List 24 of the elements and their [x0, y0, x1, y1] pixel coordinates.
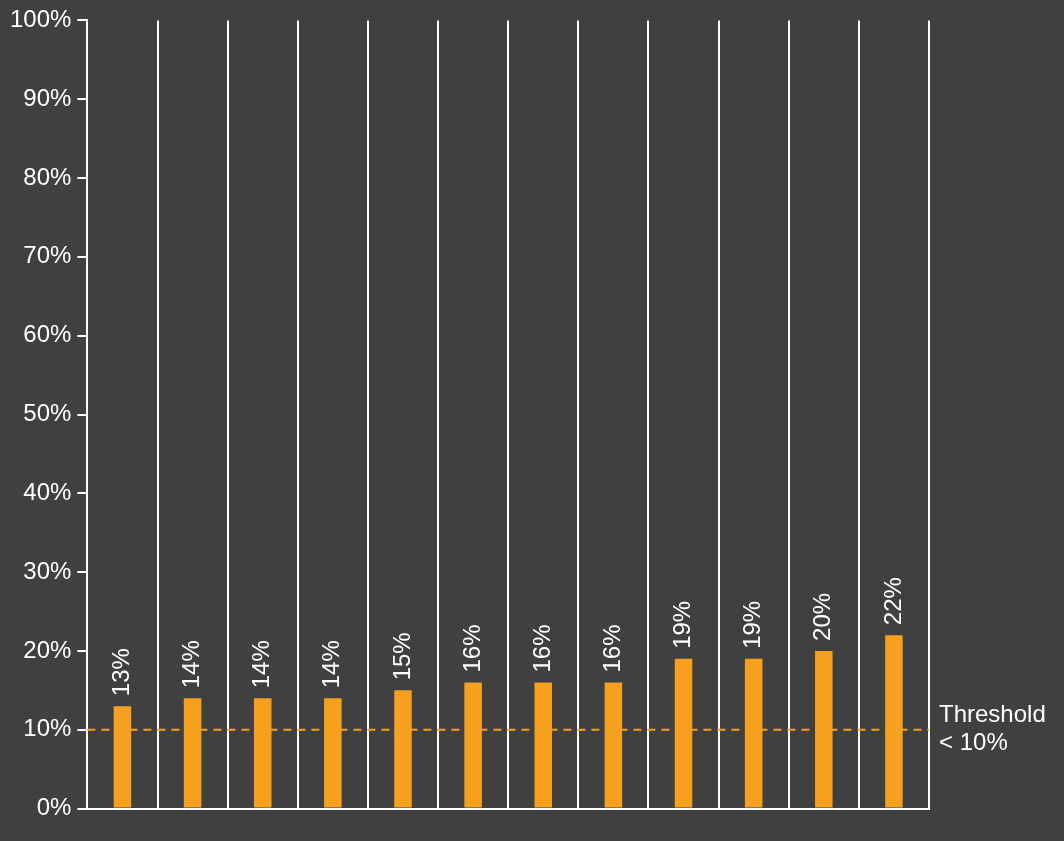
y-tick-label: 100% [9, 5, 72, 33]
data-label: 19% [738, 600, 766, 649]
y-tick-label: 30% [23, 556, 72, 584]
data-label: 14% [317, 640, 345, 689]
y-tick-label: 60% [23, 320, 72, 348]
y-tick-label: 10% [23, 714, 72, 742]
data-label: 16% [457, 624, 485, 673]
y-tick-label: 0% [36, 793, 72, 821]
y-tick-label: 50% [23, 399, 72, 427]
data-label: 15% [387, 632, 415, 681]
y-tick-label: 70% [23, 241, 72, 269]
y-tick-label: 90% [23, 83, 72, 111]
y-tick-label: 80% [23, 162, 72, 190]
y-tick-label: 20% [23, 635, 72, 663]
data-label: 13% [107, 648, 135, 697]
data-label: 16% [598, 624, 626, 673]
data-label: 14% [177, 640, 205, 689]
ref-line-label: Threshold < 10% [939, 700, 1046, 756]
data-label: 20% [808, 592, 836, 641]
data-label: 22% [878, 577, 906, 626]
data-label: 14% [247, 640, 275, 689]
data-label: 16% [527, 624, 555, 673]
data-label: 19% [668, 600, 696, 649]
y-tick-label: 40% [23, 477, 72, 505]
